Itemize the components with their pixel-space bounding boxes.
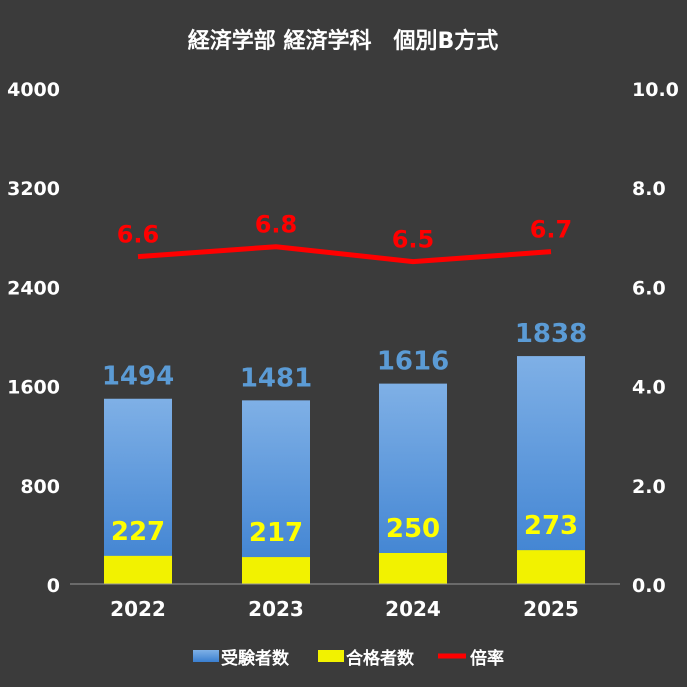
- applicant-bar: [242, 400, 310, 584]
- x-axis-tick: 2023: [248, 597, 304, 621]
- ratio-line-group: 6.6 6.8 6.5 6.7: [117, 211, 573, 265]
- x-axis-tick: 2024: [385, 597, 441, 621]
- ratio-data-label: 6.5: [392, 226, 435, 254]
- ratio-data-label: 6.8: [255, 211, 298, 239]
- legend-label-ratio: 倍率: [470, 648, 504, 669]
- passed-data-label: 273: [524, 511, 578, 541]
- passed-bar: [517, 550, 585, 584]
- right-axis-tick: 10.0: [632, 79, 679, 101]
- x-axis-tick: 2025: [523, 597, 579, 621]
- right-axis-ticks: 0.0 2.0 4.0 6.0 8.0 10.0: [632, 79, 679, 597]
- legend-swatch-applicants: [193, 650, 219, 662]
- legend-label-applicants: 受験者数: [221, 648, 290, 669]
- applicant-data-label: 1616: [377, 347, 449, 377]
- left-axis-tick: 3200: [7, 178, 60, 200]
- ratio-data-label: 6.6: [117, 221, 160, 249]
- left-axis-tick: 800: [20, 476, 60, 498]
- applicant-bar: [517, 356, 585, 584]
- left-axis-tick: 4000: [7, 79, 60, 101]
- right-axis-tick: 4.0: [632, 377, 666, 399]
- applicant-data-label: 1494: [102, 362, 174, 392]
- passed-data-label: 227: [111, 517, 165, 547]
- x-axis-tick: 2022: [110, 597, 166, 621]
- applicant-bar: [104, 398, 172, 584]
- x-axis-ticks: 2022 2023 2024 2025: [110, 597, 579, 621]
- left-axis-tick: 2400: [7, 277, 60, 299]
- passed-data-label: 217: [249, 518, 303, 548]
- passed-bar: [379, 553, 447, 584]
- passed-bar: [104, 555, 172, 584]
- bars: 1494 227 1481 217 1616 250 1838 273: [70, 319, 620, 585]
- legend-label-passed: 合格者数: [346, 648, 415, 669]
- left-axis-tick: 0: [47, 575, 60, 597]
- passed-data-label: 250: [386, 514, 440, 544]
- passed-bar: [242, 557, 310, 584]
- right-axis-tick: 0.0: [632, 575, 666, 597]
- ratio-line: [137, 244, 552, 265]
- legend: 受験者数 合格者数 倍率: [193, 648, 504, 669]
- left-axis-ticks: 0 800 1600 2400 3200 4000: [7, 79, 60, 597]
- ratio-data-label: 6.7: [530, 216, 573, 244]
- applicant-data-label: 1838: [515, 319, 587, 349]
- left-axis-tick: 1600: [7, 377, 60, 399]
- right-axis-tick: 8.0: [632, 178, 666, 200]
- applicant-bar: [379, 383, 447, 584]
- applicant-data-label: 1481: [240, 363, 312, 393]
- right-axis-tick: 6.0: [632, 277, 666, 299]
- legend-swatch-passed: [318, 650, 344, 662]
- chart-title: 経済学部 経済学科 個別B方式: [188, 28, 498, 54]
- right-axis-tick: 2.0: [632, 476, 666, 498]
